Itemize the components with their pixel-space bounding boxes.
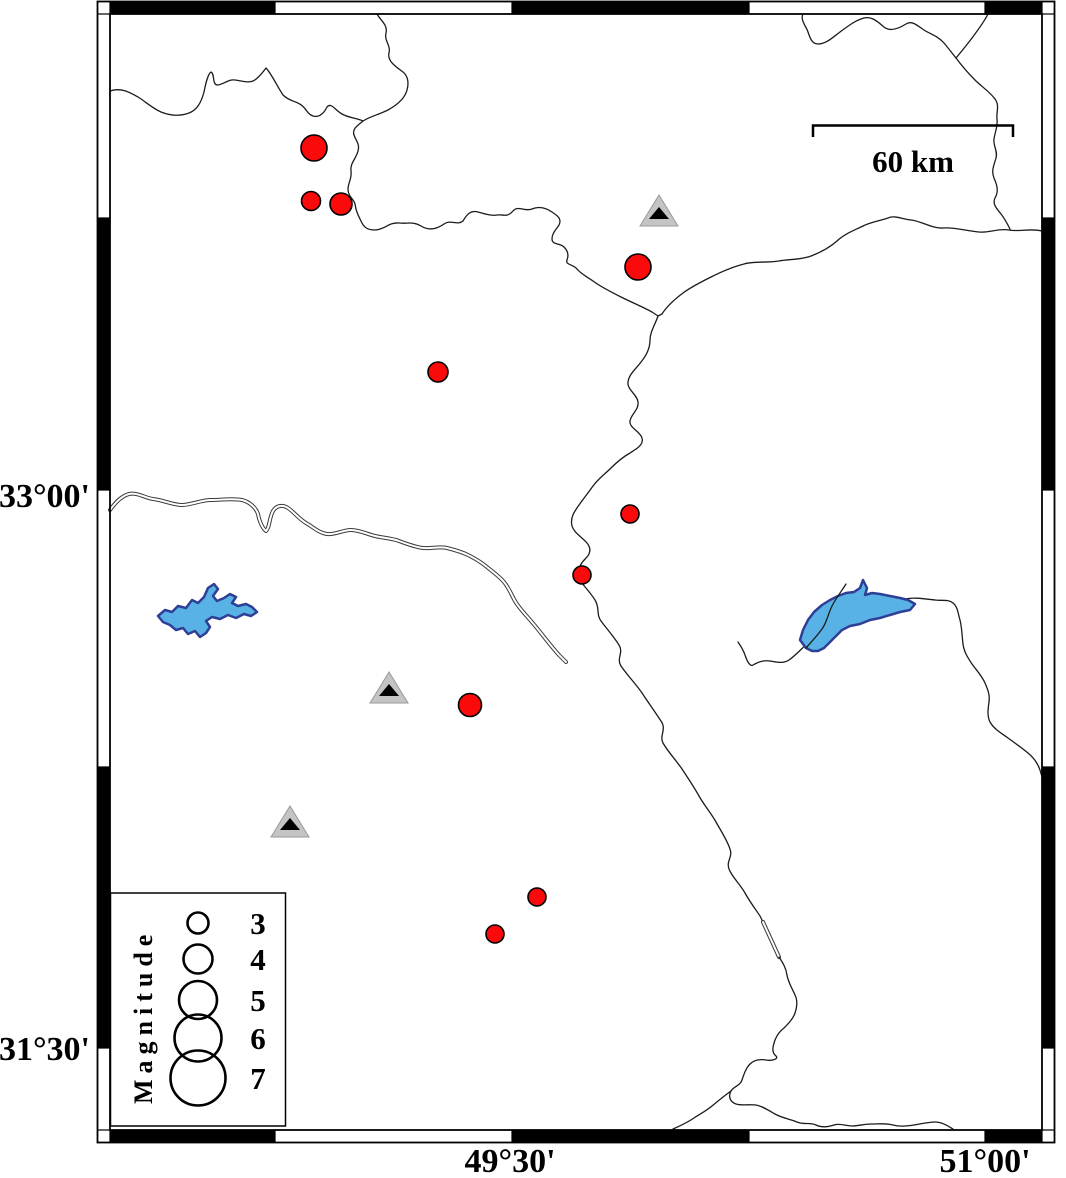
earthquake-marker — [427, 361, 449, 383]
west-river-line — [108, 491, 568, 664]
left-lake — [156, 582, 259, 639]
frame-black-segment — [512, 1130, 749, 1143]
ne-river-down-line — [955, 57, 1011, 230]
map-frame — [96, 0, 1056, 1144]
legend-magnitude-circle — [182, 943, 214, 975]
axis-labels: 33°00' 31°30' 49°30' 51°00' — [0, 478, 1031, 1178]
lat-label-33-00: 33°00' — [0, 478, 90, 515]
legend-magnitude-circle — [169, 1049, 227, 1107]
lon-label-49-30: 49°30' — [464, 1143, 555, 1178]
ne-river-top-line — [801, 13, 957, 59]
scale-bar-line — [811, 124, 1015, 137]
station-triangle-icon — [369, 671, 409, 704]
canal-jog-line-inner — [762, 921, 780, 958]
seismic-stations — [270, 194, 679, 838]
frame-inner-rect — [109, 13, 1043, 1131]
earthquake-marker — [527, 887, 547, 907]
scale-bar: 60 km — [811, 124, 1015, 179]
station-inner-triangle — [379, 684, 399, 696]
nw-top-boundary-line — [362, 13, 409, 122]
legend-magnitude-value: 6 — [250, 1021, 266, 1056]
se-branch-sw-line — [672, 1090, 732, 1130]
legend-magnitude-value: 5 — [250, 983, 266, 1018]
lon-label-51-00: 51°00' — [939, 1143, 1030, 1178]
lake-through-line — [805, 583, 847, 649]
station-triangle-icon — [639, 194, 679, 227]
legend-magnitude-value: 3 — [250, 906, 266, 941]
lake-tail-river-line — [737, 641, 807, 667]
station-inner-triangle — [649, 207, 669, 219]
earthquake-marker — [300, 190, 322, 212]
magnitude-legend: 34 56 7 Magnitude — [109, 892, 287, 1127]
west-boundary-line — [109, 67, 364, 122]
frame-black-segment — [512, 1, 749, 14]
earthquake-marker — [329, 192, 353, 216]
legend-magnitude-circle — [177, 979, 219, 1021]
frame-black-segment — [1042, 767, 1055, 1048]
ne-boundary-line — [657, 216, 1043, 317]
frame-black-segment — [97, 767, 110, 1048]
central-boundary-south-line — [570, 315, 659, 575]
earthquake-marker — [624, 253, 652, 281]
earthquake-marker — [620, 504, 640, 524]
ne-river-branch-line — [955, 13, 989, 59]
legend-title: Magnitude — [129, 929, 158, 1104]
legend-magnitude-circle — [173, 1013, 223, 1063]
frame-black-segment — [985, 1130, 1042, 1143]
se-boundary-lower-line — [729, 956, 954, 1130]
se-boundary-upper-line — [577, 577, 764, 923]
station-triangle-icon — [270, 805, 310, 838]
legend-box — [109, 892, 287, 1127]
earthquake-marker — [485, 924, 505, 944]
lakes — [156, 578, 917, 653]
earthquake-epicenters — [300, 134, 652, 944]
frame-black-segment — [985, 1, 1042, 14]
right-lake — [798, 578, 917, 653]
frame-outer-rect — [96, 0, 1056, 1144]
map-boundary-lines — [108, 13, 1043, 1130]
legend-magnitude-value: 4 — [250, 942, 266, 977]
legend-magnitude-value: 7 — [250, 1061, 266, 1096]
frame-black-segment — [110, 1, 275, 14]
scale-bar-label: 60 km — [872, 144, 954, 179]
frame-black-segment — [110, 1130, 275, 1143]
lat-label-31-30: 31°30' — [0, 1031, 90, 1068]
earthquake-marker — [457, 692, 483, 718]
station-inner-triangle — [280, 818, 300, 830]
legend-items: 34 56 7 — [169, 906, 266, 1107]
main-boundary-east-line — [347, 120, 659, 317]
west-river-line-inner — [109, 492, 567, 663]
earthquake-marker — [572, 565, 592, 585]
frame-black-segment — [1042, 218, 1055, 490]
frame-black-segment — [97, 218, 110, 490]
legend-magnitude-circle — [186, 911, 210, 935]
earthquake-marker — [300, 134, 328, 162]
